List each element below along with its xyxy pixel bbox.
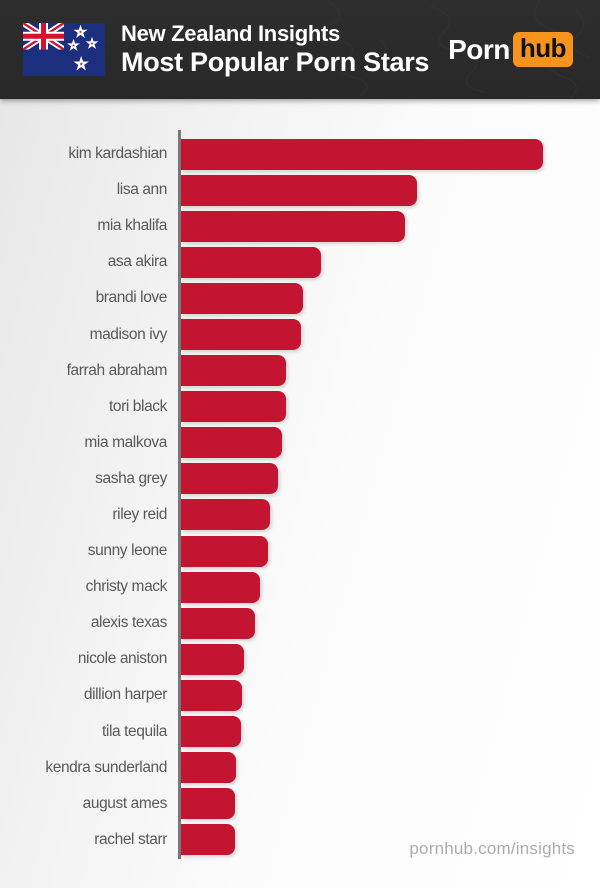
bar [181, 499, 271, 531]
bar-label: asa akira [107, 253, 168, 271]
chart-row: kim kardashian [0, 136, 600, 172]
chart-row: brandi love [0, 280, 600, 316]
bar-label: kendra sunderland [45, 758, 167, 776]
chart-row: sasha grey [0, 461, 600, 497]
bar-label: mia khalifa [97, 217, 167, 235]
bar-label: alexis texas [90, 614, 168, 632]
chart-row: tori black [0, 389, 600, 425]
bar-label: tori black [108, 397, 167, 415]
header-subtitle: New Zealand Insights [121, 20, 340, 46]
y-axis-line [178, 130, 181, 859]
chart-row: madison ivy [0, 316, 600, 352]
bar-label: sunny leone [87, 542, 168, 560]
chart-row: sunny leone [0, 533, 600, 569]
bar [181, 643, 244, 675]
bar-label: august ames [82, 794, 168, 812]
chart-row: asa akira [0, 244, 600, 280]
chart-row: rachel starr [0, 822, 600, 858]
bar [181, 788, 236, 820]
chart-row: farrah abraham [0, 353, 600, 389]
bar [181, 427, 282, 459]
chart-row: august ames [0, 786, 600, 822]
bar-label: christy mack [85, 578, 168, 596]
bar-label: rachel starr [94, 830, 167, 848]
bar [181, 463, 279, 495]
bar [181, 138, 543, 170]
bar-label: brandi love [95, 289, 168, 307]
bar [181, 282, 303, 314]
page-title: Most Popular Porn Stars [121, 46, 430, 77]
chart-row: mia khalifa [0, 208, 600, 244]
chart-row: mia malkova [0, 425, 600, 461]
logo-text-hub: hub [512, 32, 573, 67]
footer-url: pornhub.com/insights [409, 839, 575, 858]
chart-row: tila tequila [0, 714, 600, 750]
bar-label: kim kardashian [68, 145, 167, 163]
bar-label: tila tequila [102, 722, 167, 740]
bar [181, 571, 260, 603]
bar [181, 319, 301, 351]
bar [181, 246, 322, 278]
logo-text-porn: Porn [448, 33, 510, 65]
bar [181, 391, 286, 423]
bar-label: mia malkova [84, 433, 167, 451]
bar [181, 752, 237, 784]
bar-label: sasha grey [95, 469, 167, 487]
bar [181, 535, 268, 567]
bar-label: nicole aniston [77, 650, 168, 668]
header-titles: New Zealand Insights Most Popular Porn S… [121, 21, 429, 79]
bar [181, 824, 236, 856]
bar-label: riley reid [112, 505, 167, 523]
bar-label: farrah abraham [66, 361, 168, 379]
bar-label: lisa ann [116, 181, 168, 199]
chart-row: christy mack [0, 569, 600, 605]
bar [181, 679, 243, 711]
header: New Zealand Insights Most Popular Porn S… [0, 0, 600, 99]
bar [181, 607, 255, 639]
bar [181, 210, 406, 242]
pornhub-logo: Porn hub [448, 32, 573, 67]
chart-row: kendra sunderland [0, 750, 600, 786]
chart-row: riley reid [0, 497, 600, 533]
bar [181, 716, 242, 748]
bar [181, 355, 286, 387]
chart-row: nicole aniston [0, 641, 600, 677]
bar-label: madison ivy [89, 325, 168, 343]
chart-row: lisa ann [0, 172, 600, 208]
chart-row: alexis texas [0, 605, 600, 641]
chart-row: dillion harper [0, 677, 600, 713]
bar-label: dillion harper [83, 686, 168, 704]
bar [181, 174, 418, 206]
new-zealand-flag [23, 23, 105, 76]
bar-chart: kim kardashian lisa ann mia khalifa asa aki… [0, 99, 600, 888]
chart-rows: kim kardashian lisa ann mia khalifa asa aki… [0, 136, 600, 858]
southern-cross-stars [67, 24, 99, 71]
